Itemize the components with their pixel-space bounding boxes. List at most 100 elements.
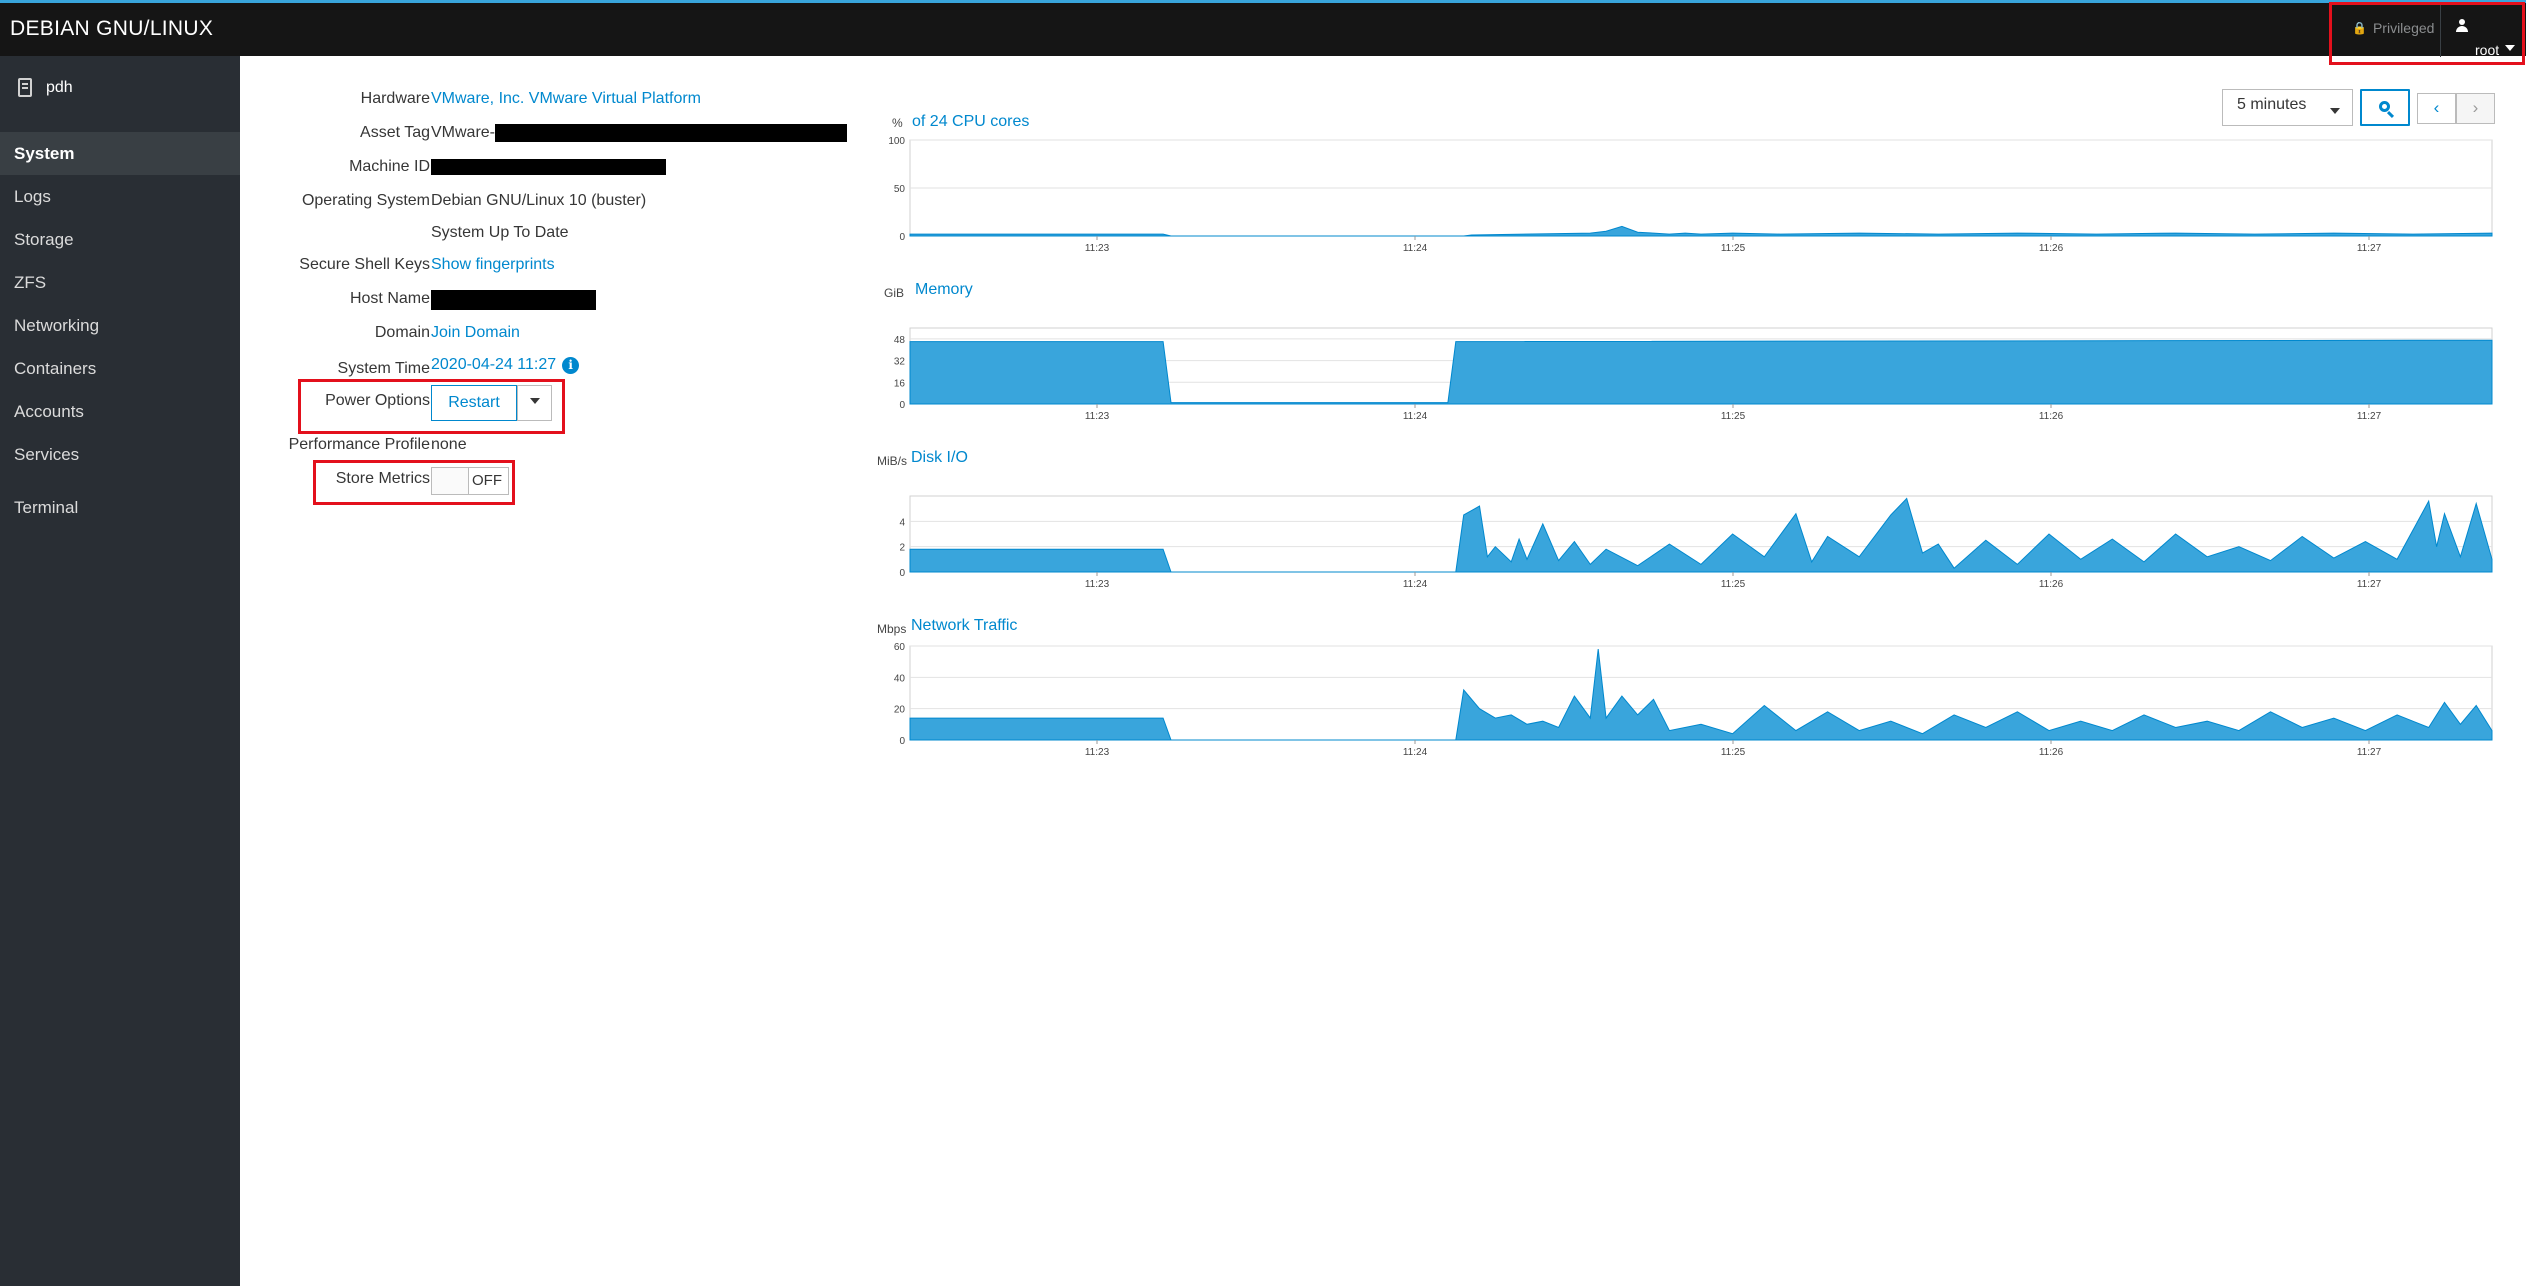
power-options-dropdown[interactable] [517, 385, 552, 421]
redaction-bar [431, 158, 666, 175]
sidebar-item-terminal[interactable]: Terminal [14, 498, 79, 517]
memory-y-tick-label: 48 [894, 335, 906, 346]
cpu-area-series [909, 225, 2493, 237]
cpu-chart-title[interactable]: of 24 CPU cores [912, 113, 1030, 130]
brand-title: DEBIAN GNU/LINUX [10, 17, 214, 40]
ssh-label: Secure Shell Keys [299, 256, 430, 273]
time-label: System Time [337, 360, 430, 377]
server-icon [18, 78, 32, 97]
show-fingerprints-link[interactable]: Show fingerprints [431, 256, 555, 273]
os-row: Operating System Debian GNU/Linux 10 (bu… [250, 192, 860, 218]
disk-x-tick-label: 11:23 [1085, 579, 1110, 590]
cpu-y-tick-label: 100 [888, 136, 905, 147]
cpu-x-tick-label: 11:25 [1721, 243, 1746, 254]
sidebar-item-storage[interactable]: Storage [14, 230, 74, 249]
power-row: Power Options Restart [250, 385, 860, 421]
asset-tag-value: VMware- [431, 124, 848, 142]
machine-id-value [431, 158, 666, 176]
disk-x-tick-label: 11:26 [2039, 579, 2064, 590]
hostname-label: Host Name [349, 290, 430, 307]
time-range-select[interactable]: 5 minutes [2222, 89, 2353, 126]
network-y-tick-label: 0 [899, 736, 905, 747]
zoom-button[interactable] [2360, 89, 2410, 126]
network-y-tick-label: 20 [894, 705, 906, 716]
cpu-x-tick-label: 11:26 [2039, 243, 2064, 254]
metrics-label: Store Metrics [335, 470, 430, 487]
info-icon[interactable]: i [562, 357, 580, 374]
memory-y-tick-label: 0 [899, 400, 905, 411]
next-range-button[interactable]: › [2456, 93, 2495, 124]
asset-tag-row: Asset Tag VMware- [250, 124, 860, 150]
disk-x-tick-label: 11:24 [1403, 579, 1428, 590]
cpu-y-tick-label: 0 [899, 232, 905, 243]
network-x-tick-label: 11:24 [1403, 747, 1428, 758]
toggle-knob [432, 468, 469, 494]
memory-x-tick-label: 11:26 [2039, 411, 2064, 422]
store-metrics-toggle[interactable]: OFF [431, 467, 509, 495]
domain-row: Domain Join Domain [250, 324, 860, 350]
system-time-link[interactable]: 2020-04-24 11:27 [431, 356, 557, 373]
network-y-tick-label: 40 [894, 673, 906, 684]
restart-button[interactable]: Restart [431, 385, 517, 421]
redaction-bar [431, 290, 596, 310]
network-unit: Mbps [877, 622, 907, 636]
sidebar-item-zfs[interactable]: ZFS [14, 273, 47, 292]
user-menu[interactable]: root [2440, 5, 2520, 57]
hardware-link[interactable]: VMware, Inc. VMware Virtual Platform [431, 90, 702, 107]
memory-x-tick-label: 11:24 [1403, 411, 1428, 422]
disk-y-tick-label: 4 [899, 517, 905, 528]
profile-label: Performance Profile [288, 436, 430, 453]
user-icon [2455, 19, 2469, 33]
sidebar-item-containers[interactable]: Containers [14, 359, 97, 378]
performance-profile-link[interactable]: none [431, 436, 467, 453]
sidebar-item-accounts[interactable]: Accounts [14, 402, 84, 421]
asset-tag-label: Asset Tag [360, 124, 430, 141]
memory-unit: GiB [884, 286, 905, 300]
top-bar: DEBIAN GNU/LINUX 🔒 Privileged root [0, 0, 2526, 57]
network-chart-title[interactable]: Network Traffic [911, 617, 1018, 634]
privileged-indicator[interactable]: 🔒 Privileged [2352, 20, 2434, 36]
disk-area-series [909, 497, 2493, 573]
disk-y-tick-label: 2 [899, 543, 905, 554]
join-domain-link[interactable]: Join Domain [431, 324, 520, 341]
network-x-tick-label: 11:27 [2357, 747, 2382, 758]
hardware-label: Hardware [360, 90, 430, 107]
charts-svg: 0 50 100 11:23 11:24 11:25 11:26 11:27 0 16 32 48 11… [888, 136, 2493, 758]
machine-id-label: Machine ID [349, 158, 430, 175]
cpu-unit: % [892, 116, 903, 130]
caret-down-icon [2505, 45, 2515, 51]
memory-y-tick-label: 16 [894, 378, 906, 389]
sidebar: pdh System Logs Storage ZFS Networking C… [0, 56, 240, 1286]
memory-y-tick-label: 32 [894, 357, 906, 368]
hostname-row: Host Name [250, 290, 860, 316]
memory-x-tick-label: 11:25 [1721, 411, 1746, 422]
user-name: root [2475, 42, 2500, 58]
sidebar-nav: System Logs Storage ZFS Networking Conta… [0, 132, 240, 529]
network-x-tick-label: 11:23 [1085, 747, 1110, 758]
hostname-value[interactable] [431, 290, 596, 310]
sidebar-item-logs[interactable]: Logs [14, 187, 51, 206]
disk-y-tick-label: 0 [899, 568, 905, 579]
sidebar-item-networking[interactable]: Networking [14, 316, 100, 335]
time-range-value: 5 minutes [2237, 96, 2307, 113]
os-value: Debian GNU/Linux 10 (buster) [431, 192, 647, 209]
network-x-tick-label: 11:25 [1721, 747, 1746, 758]
sidebar-item-services[interactable]: Services [14, 445, 80, 464]
updates-status: System Up To Date [431, 224, 569, 241]
memory-area-series [909, 339, 2493, 405]
privileged-label: Privileged [2372, 20, 2435, 36]
host-name: pdh [46, 78, 73, 96]
profile-row: Performance Profile none [250, 436, 860, 462]
lock-icon: 🔒 [2352, 21, 2367, 35]
network-area-series [909, 649, 2493, 741]
time-value: 2020-04-24 11:27 i [431, 356, 580, 374]
domain-label: Domain [374, 324, 430, 341]
sidebar-item-system[interactable]: System [0, 132, 240, 175]
disk-chart-title[interactable]: Disk I/O [911, 449, 968, 466]
host-switcher[interactable]: pdh [18, 78, 73, 97]
prev-range-button[interactable]: ‹ [2417, 93, 2456, 124]
memory-chart-title[interactable]: Memory [915, 281, 973, 298]
hardware-row: Hardware VMware, Inc. VMware Virtual Pla… [250, 90, 860, 116]
toggle-state: OFF [472, 472, 502, 489]
cpu-x-tick-label: 11:23 [1085, 243, 1110, 254]
